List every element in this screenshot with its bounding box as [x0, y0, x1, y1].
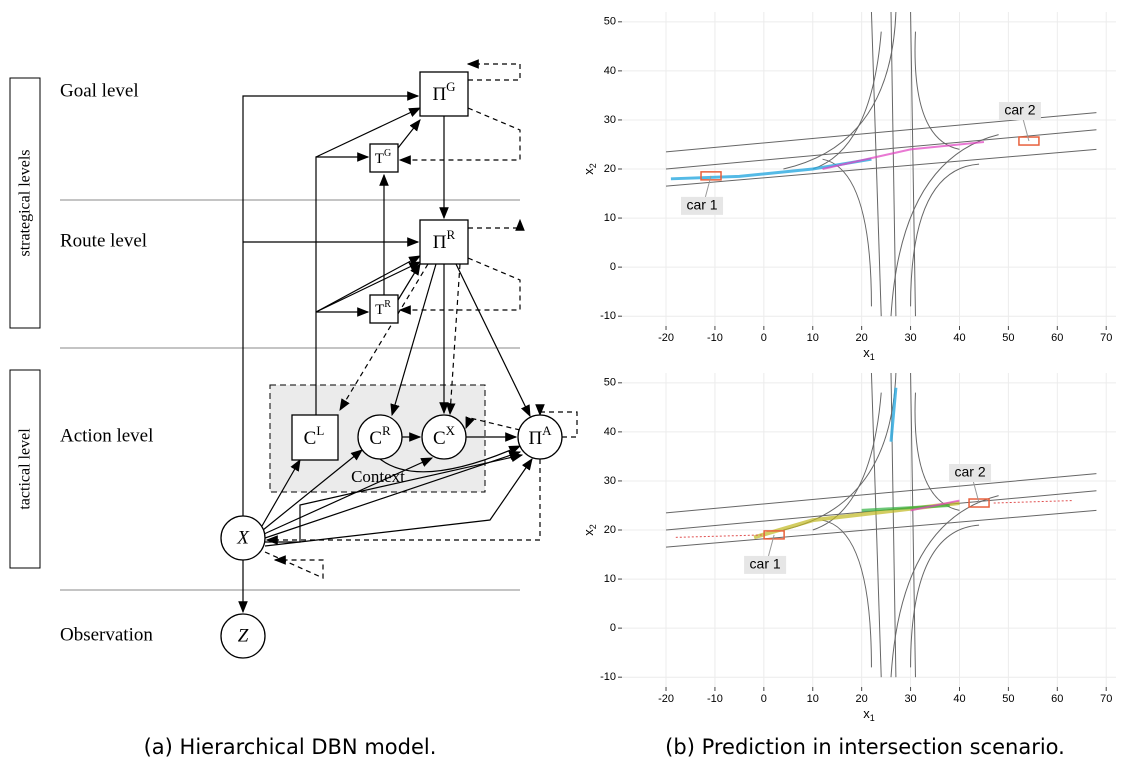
x-tick-label: -10	[707, 693, 723, 705]
level-label: Action level	[60, 425, 153, 446]
level-label: Route level	[60, 230, 147, 251]
caption: (b) Prediction in intersection scenario.	[665, 735, 1065, 759]
x-tick-label: 50	[1002, 693, 1014, 705]
y-tick-label: 30	[604, 475, 616, 487]
x-tick-label: 70	[1100, 332, 1112, 344]
y-tick-label: 50	[604, 16, 616, 28]
plots: -20 -10 0 10 20 30 40 50 60 70 -10 0 10 20 30 40 50 car 1…	[581, 12, 1116, 723]
plot: -20 -10 0 10 20 30 40 50 60 70 -10 0 10 20 30 40 50 car 1…	[581, 12, 1116, 362]
x-tick-label: -10	[707, 332, 723, 344]
node-label: Z	[238, 625, 249, 646]
node-label: X	[236, 527, 250, 548]
caption: (a) Hierarchical DBN model.	[144, 735, 437, 759]
level-label: Observation	[60, 624, 153, 645]
y-tick-label: -10	[600, 310, 616, 322]
edges	[243, 64, 577, 612]
x-tick-label: 30	[904, 332, 916, 344]
x-tick-label: 40	[953, 693, 965, 705]
side-label: tactical level	[17, 428, 34, 510]
y-tick-label: 30	[604, 114, 616, 126]
x-axis-label: x1	[863, 706, 875, 723]
x-axis-label: x1	[863, 345, 875, 362]
x-tick-label: 30	[904, 693, 916, 705]
y-tick-label: 20	[604, 524, 616, 536]
dbn-diagram: strategical levels tactical level Goal l…	[10, 64, 577, 658]
y-tick-label: 50	[604, 377, 616, 389]
y-tick-label: 10	[604, 212, 616, 224]
y-tick-label: 0	[610, 261, 616, 273]
x-tick-label: -20	[658, 693, 674, 705]
car-label: car 1	[686, 197, 717, 213]
y-tick-label: 40	[604, 65, 616, 77]
x-tick-label: 20	[856, 693, 868, 705]
x-tick-label: 70	[1100, 693, 1112, 705]
y-tick-label: 0	[610, 622, 616, 634]
car-label: car 2	[1004, 102, 1035, 118]
y-tick-label: 20	[604, 163, 616, 175]
x-tick-label: 40	[953, 332, 965, 344]
y-axis-label: x2	[581, 524, 598, 536]
y-tick-label: -10	[600, 671, 616, 683]
x-tick-label: 60	[1051, 332, 1063, 344]
y-tick-label: 10	[604, 573, 616, 585]
level-label: Goal level	[60, 80, 139, 101]
y-axis-label: x2	[581, 163, 598, 175]
x-tick-label: 0	[761, 332, 767, 344]
plot: -20 -10 0 10 20 30 40 50 60 70 -10 0 10 20 30 40 50 car 1…	[581, 373, 1116, 723]
x-tick-label: -20	[658, 332, 674, 344]
x-tick-label: 60	[1051, 693, 1063, 705]
x-tick-label: 10	[807, 693, 819, 705]
x-tick-label: 50	[1002, 332, 1014, 344]
y-tick-label: 40	[604, 426, 616, 438]
figure: strategical levels tactical level Goal l…	[0, 0, 1124, 774]
car-label: car 1	[750, 556, 781, 572]
x-tick-label: 0	[761, 693, 767, 705]
car-label: car 2	[954, 464, 985, 480]
side-label: strategical levels	[17, 149, 34, 256]
x-tick-label: 20	[856, 332, 868, 344]
x-tick-label: 10	[807, 332, 819, 344]
